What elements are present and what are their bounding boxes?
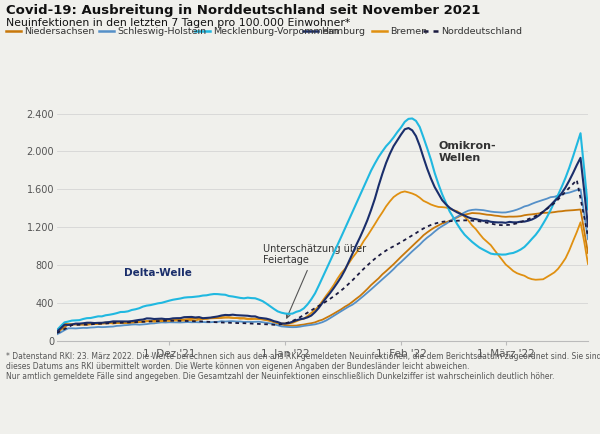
Text: Hamburg: Hamburg (321, 27, 365, 36)
Text: Covid-19: Ausbreitung in Norddeutschland seit November 2021: Covid-19: Ausbreitung in Norddeutschland… (6, 4, 480, 17)
Text: Mecklenburg-Vorpommern: Mecklenburg-Vorpommern (213, 27, 338, 36)
Text: Omikron-
Wellen: Omikron- Wellen (439, 141, 496, 163)
Text: Niedersachsen: Niedersachsen (24, 27, 94, 36)
Text: Delta-Welle: Delta-Welle (124, 268, 192, 278)
Text: Neuinfektionen in den letzten 7 Tagen pro 100.000 Einwohner*: Neuinfektionen in den letzten 7 Tagen pr… (6, 18, 350, 28)
Text: Norddeutschland: Norddeutschland (441, 27, 522, 36)
Text: Schleswig-Holstein: Schleswig-Holstein (117, 27, 206, 36)
Text: Bremen: Bremen (390, 27, 427, 36)
Text: Unterschätzung über
Feiertage: Unterschätzung über Feiertage (263, 243, 366, 318)
Text: * Datenstand RKI: 23. März 2022. Die Werte berechnen sich aus den ans RKI gemeld: * Datenstand RKI: 23. März 2022. Die Wer… (6, 352, 600, 381)
